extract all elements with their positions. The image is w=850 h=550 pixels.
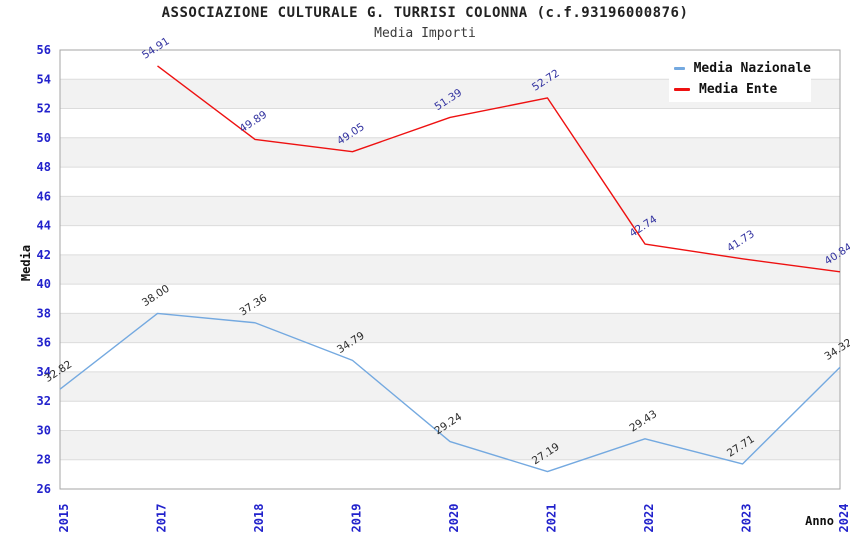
y-tick-label: 28: [37, 453, 51, 467]
series-line-media-ente: [157, 65, 841, 273]
media-ente-line-icon: [674, 87, 690, 91]
y-tick-label: 40: [37, 277, 51, 291]
y-tick-label: 44: [37, 219, 51, 233]
plot-band: [60, 430, 840, 460]
y-tick-label: 52: [37, 102, 51, 116]
plot-band: [60, 137, 840, 168]
y-tick-label: 48: [37, 160, 51, 174]
y-tick-label: 34: [37, 365, 51, 379]
x-tick-label: 2015: [57, 504, 71, 533]
point-label: 49.89: [237, 109, 269, 135]
point-label: 38.00: [140, 283, 172, 309]
x-tick-label: 2019: [350, 504, 364, 533]
y-tick-label: 50: [37, 131, 51, 145]
y-tick-label: 46: [37, 189, 51, 203]
plot-frame: [59, 49, 841, 490]
chart-subtitle: Media Importi: [374, 26, 476, 41]
legend-label-media-nazionale: Media Nazionale: [693, 61, 811, 77]
legend-item-media-ente: Media Ente: [674, 82, 811, 97]
x-tick-label: 2024: [837, 504, 850, 533]
series-line-media-nazionale: [59, 312, 841, 473]
media-nazionale-line-icon: [674, 67, 685, 71]
x-tick-label: 2022: [642, 504, 656, 533]
point-label: 41.73: [725, 228, 757, 254]
y-tick-label: 36: [37, 336, 51, 350]
plot-band: [60, 313, 840, 343]
legend: Media Nazionale Media Ente: [669, 56, 811, 102]
x-tick-label: 2021: [545, 504, 559, 533]
y-tick-label: 30: [37, 423, 51, 437]
legend-item-media-nazionale: Media Nazionale: [674, 61, 811, 76]
plot-band: [60, 196, 840, 226]
x-tick-label: 2020: [447, 504, 461, 533]
plot-band: [60, 371, 840, 402]
point-label: 54.91: [140, 35, 172, 61]
y-tick-label: 42: [37, 248, 51, 262]
y-tick-label: 32: [37, 394, 51, 408]
chart-title: ASSOCIAZIONE CULTURALE G. TURRISI COLONN…: [161, 5, 689, 21]
y-tick-label: 26: [37, 482, 51, 496]
y-axis-title: Media: [19, 244, 33, 282]
x-axis-title: Anno: [805, 514, 834, 528]
x-tick-label: 2017: [155, 504, 169, 533]
y-tick-label: 54: [37, 72, 51, 86]
legend-label-media-ente: Media Ente: [699, 81, 778, 97]
x-tick-label: 2023: [740, 504, 754, 533]
y-tick-label: 56: [37, 43, 51, 57]
y-tick-label: 38: [37, 306, 51, 320]
plot-band: [60, 254, 840, 285]
x-tick-label: 2018: [252, 504, 266, 533]
